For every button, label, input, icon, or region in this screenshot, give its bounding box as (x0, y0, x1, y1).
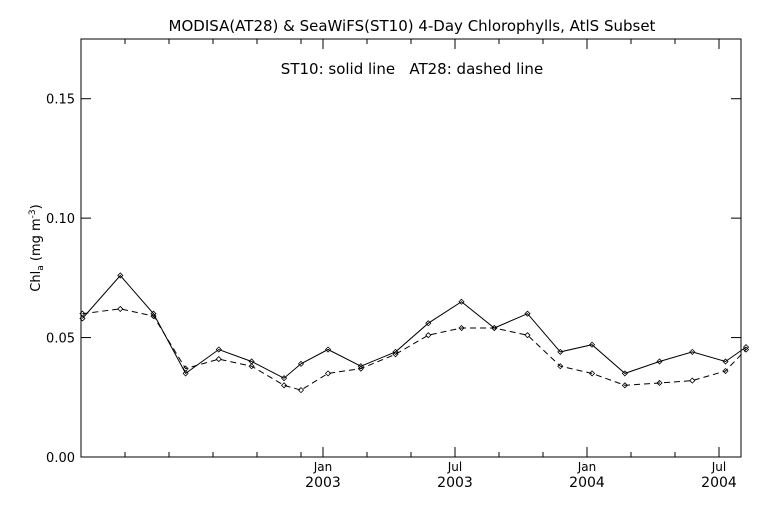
y-axis-label-units-close: ) (29, 204, 44, 209)
y-axis-label-sub: a (36, 265, 46, 271)
y-axis-label: Chla (mg m-3) (28, 204, 46, 291)
data-point-at28 (491, 324, 498, 332)
data-point-st10 (324, 346, 332, 353)
data-point-st10 (182, 370, 189, 377)
data-point-at28 (79, 310, 86, 317)
y-axis-label-main: Chl (29, 271, 44, 292)
data-point-st10 (297, 360, 305, 367)
data-point-at28 (117, 305, 124, 312)
data-point-st10 (588, 341, 596, 348)
data-point-at28 (357, 365, 364, 372)
data-point-at28 (588, 370, 596, 377)
data-point-at28 (656, 379, 663, 387)
y-tick-label: 0.05 (46, 332, 75, 347)
series-line-at28 (82, 308, 747, 391)
data-point-st10 (280, 375, 288, 382)
x-tick-year-label: 2004 (569, 475, 605, 491)
x-tick-label: Jul (711, 460, 726, 474)
data-point-st10 (524, 310, 531, 317)
data-point-at28 (425, 332, 432, 339)
data-point-at28 (248, 363, 255, 370)
data-point-at28 (722, 367, 729, 375)
data-point-st10 (458, 298, 465, 305)
plot-frame (80, 38, 742, 458)
data-point-at28 (392, 351, 399, 358)
x-tick-year-label: 2004 (701, 475, 737, 491)
data-point-at28 (524, 332, 531, 339)
data-point-st10 (215, 346, 222, 353)
series-line-st10 (82, 274, 747, 379)
data-point-at28 (215, 356, 222, 363)
x-tick-label: Jan (577, 460, 597, 474)
data-point-at28 (621, 382, 628, 389)
y-axis-label-units: (mg m (29, 218, 44, 265)
x-tick-year-label: 2003 (305, 475, 341, 491)
data-point-at28 (742, 346, 750, 353)
data-point-st10 (117, 272, 124, 279)
data-point-st10 (557, 348, 564, 355)
series-st10 (79, 272, 750, 382)
data-point-st10 (621, 370, 628, 377)
y-tick-label: 0.10 (46, 212, 75, 227)
x-tick-year-label: 2003 (437, 475, 473, 491)
data-point-st10 (79, 315, 86, 322)
data-point-at28 (297, 387, 305, 394)
chart-title: MODISA(AT28) & SeaWiFS(ST10) 4-Day Chlor… (169, 17, 656, 35)
series-layer (79, 272, 750, 394)
data-point-at28 (689, 377, 696, 384)
data-point-st10 (722, 358, 729, 365)
series-at28 (79, 305, 750, 394)
series-annotation: ST10: solid line AT28: dashed line (281, 60, 543, 78)
data-point-at28 (182, 365, 189, 372)
data-point-at28 (150, 313, 157, 320)
data-point-st10 (392, 348, 399, 355)
x-tick-label: Jul (447, 460, 462, 474)
y-axis: 0.00 0.05 0.10 0.15 (46, 93, 741, 466)
data-point-st10 (656, 358, 663, 365)
y-tick-label: 0.00 (46, 451, 75, 466)
y-axis-label-units-sup: -3 (28, 209, 38, 218)
data-point-at28 (458, 324, 465, 332)
data-point-at28 (280, 382, 288, 389)
y-tick-label: 0.15 (46, 93, 75, 108)
data-point-at28 (324, 370, 332, 377)
x-tick-label: Jan (313, 460, 333, 474)
data-point-st10 (425, 320, 432, 327)
data-point-at28 (557, 363, 564, 370)
data-point-st10 (689, 348, 696, 355)
